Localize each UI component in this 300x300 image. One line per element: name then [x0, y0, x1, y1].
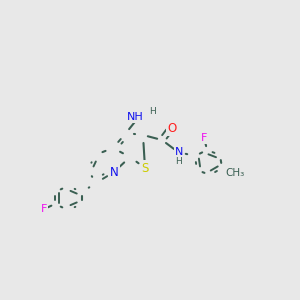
Text: S: S — [141, 161, 149, 175]
Text: O: O — [167, 122, 177, 134]
Text: NH: NH — [127, 112, 143, 122]
Text: N: N — [110, 166, 118, 178]
Text: N: N — [175, 147, 183, 157]
Text: H: H — [176, 158, 182, 166]
Text: F: F — [201, 133, 208, 143]
Text: H: H — [150, 106, 156, 116]
Text: F: F — [41, 204, 47, 214]
Text: CH₃: CH₃ — [225, 168, 244, 178]
Text: O: O — [168, 122, 176, 132]
